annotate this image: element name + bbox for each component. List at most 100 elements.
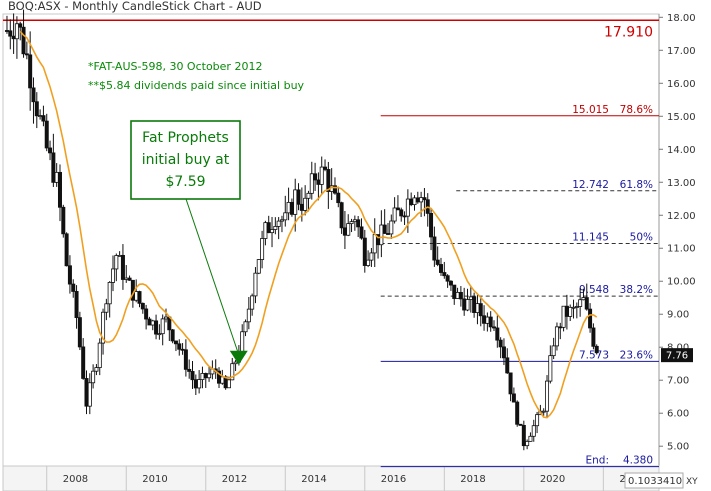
candle xyxy=(177,339,182,356)
x-tick-label: 2020 xyxy=(540,474,565,485)
x-tick-label: 2010 xyxy=(142,474,167,485)
candle xyxy=(518,423,523,426)
candle xyxy=(97,338,102,376)
crosshair-readout-box[interactable] xyxy=(624,472,684,489)
candle xyxy=(561,305,566,332)
candle xyxy=(578,288,583,317)
candle xyxy=(478,298,483,327)
candle xyxy=(61,204,66,238)
last-price-label: 7.76 xyxy=(666,351,688,362)
x-axis-ticks: 20082010201220142016201820202022 xyxy=(46,466,645,491)
candle xyxy=(438,257,443,276)
y-tick-label: 15.00 xyxy=(667,112,696,123)
y-tick-label: 16.00 xyxy=(667,79,696,90)
candle xyxy=(336,186,341,208)
candle xyxy=(346,214,351,237)
candle xyxy=(64,232,69,267)
candle xyxy=(24,41,29,60)
candle xyxy=(279,215,284,233)
candle xyxy=(31,77,36,124)
callout-line-1: Fat Prophets xyxy=(142,130,229,146)
candle xyxy=(432,226,437,267)
callout-line-2: initial buy at xyxy=(142,152,230,168)
fibonacci-levels: 17.910 78.6% 15.015 61.8% 12.742 50% 11.145 38.… xyxy=(3,19,659,468)
candle xyxy=(369,248,374,267)
candle xyxy=(528,432,533,442)
candle xyxy=(362,229,367,273)
candle xyxy=(442,261,447,279)
y-tick-label: 9.00 xyxy=(667,310,689,321)
candle xyxy=(246,296,251,330)
y-tick-label: 17.00 xyxy=(667,46,696,57)
buy-marker-icon xyxy=(229,350,248,365)
candle xyxy=(160,314,165,346)
candle xyxy=(71,279,76,298)
candle xyxy=(505,348,510,374)
fib-level-pct: 38.2% xyxy=(620,284,653,296)
time-axis-band xyxy=(2,465,660,491)
fib-level-price: 15.015 xyxy=(572,104,609,116)
candle xyxy=(584,283,589,311)
candle xyxy=(190,361,195,389)
fib-level-price: 7.573 xyxy=(579,349,609,361)
candle xyxy=(57,164,62,222)
candle xyxy=(127,275,132,281)
candle xyxy=(144,304,149,330)
candle xyxy=(366,250,371,268)
candle xyxy=(273,217,278,235)
candle xyxy=(306,190,311,212)
fib-level-price: 11.145 xyxy=(572,231,609,243)
x-tick-label: 2014 xyxy=(301,474,326,485)
candle xyxy=(14,16,19,59)
callout-line-3: $7.59 xyxy=(165,174,205,190)
candle xyxy=(545,375,550,419)
candle xyxy=(183,339,188,377)
candle xyxy=(548,345,553,384)
candle xyxy=(44,113,49,152)
candle xyxy=(91,364,96,389)
candle xyxy=(250,293,255,316)
candle xyxy=(270,216,275,248)
fib-level-pct: 61.8% xyxy=(620,179,653,191)
candle xyxy=(233,360,238,372)
candle xyxy=(120,244,125,290)
candle xyxy=(81,338,86,380)
candle xyxy=(594,344,599,355)
candle xyxy=(296,183,301,211)
candle xyxy=(488,311,493,332)
candle xyxy=(170,328,175,344)
candle xyxy=(41,105,46,127)
candle xyxy=(18,21,23,41)
candle xyxy=(266,215,271,234)
note-line-2: **$5.84 dividends paid since initial buy xyxy=(88,79,305,92)
top-line-label: 17.910 xyxy=(604,24,653,40)
candle xyxy=(77,311,82,351)
candle xyxy=(492,320,497,332)
candle xyxy=(207,366,212,382)
candle xyxy=(356,216,361,238)
candle xyxy=(498,337,503,359)
candle xyxy=(525,439,530,450)
x-tick-label: 2012 xyxy=(222,474,247,485)
candle xyxy=(276,217,281,240)
candle xyxy=(395,195,400,211)
candle xyxy=(501,338,506,366)
plot-area xyxy=(2,13,660,467)
xy-toggle[interactable]: XY xyxy=(686,477,698,487)
candle xyxy=(332,177,337,195)
candle xyxy=(51,133,56,187)
candle xyxy=(521,420,526,451)
y-tick-label: 10.00 xyxy=(667,277,696,288)
moving-average-line xyxy=(19,30,598,419)
candle xyxy=(114,253,119,282)
candle xyxy=(429,208,434,251)
candle xyxy=(157,324,162,340)
candle xyxy=(309,161,314,200)
y-tick-label: 5.00 xyxy=(667,442,689,453)
candle xyxy=(568,304,573,322)
candle xyxy=(137,290,142,308)
candle xyxy=(554,322,559,351)
y-axis-ticks: 5.006.007.008.009.0010.0011.0012.0013.00… xyxy=(659,13,696,453)
candle xyxy=(243,319,248,337)
candle xyxy=(452,284,457,305)
